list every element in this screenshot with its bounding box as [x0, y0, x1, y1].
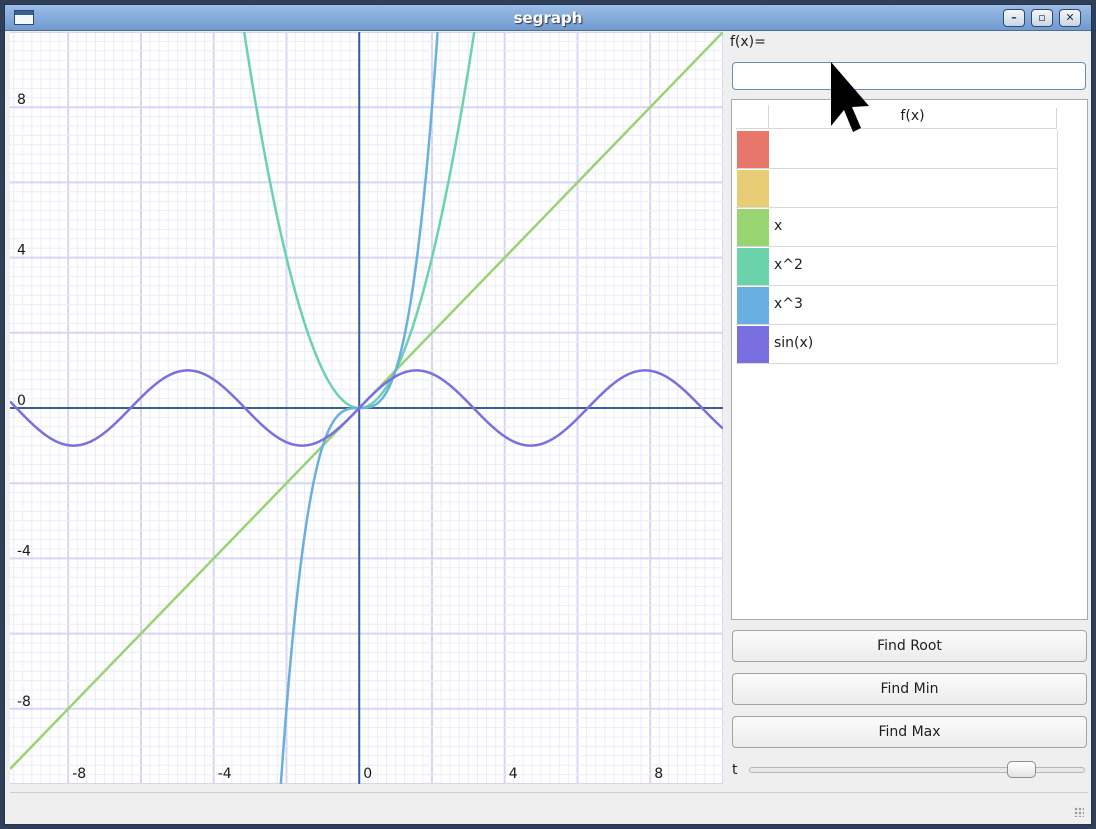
find-min-button[interactable]: Find Min [732, 673, 1087, 705]
maximize-button[interactable]: ▫ [1031, 9, 1053, 27]
fx-label: f(x)= [730, 34, 766, 50]
window-title: segraph [513, 9, 583, 27]
t-label: t [732, 762, 738, 778]
status-bar [10, 792, 1088, 820]
color-swatch[interactable] [737, 287, 769, 324]
column-header-fx[interactable]: f(x) [769, 108, 1057, 129]
table-row[interactable]: x^2 [736, 247, 1058, 286]
y-tick-label: 8 [17, 92, 26, 108]
function-expr: x^3 [774, 296, 803, 312]
title-bar[interactable]: segraph – ▫ ✕ [5, 5, 1091, 31]
x-tick-label: -8 [72, 766, 86, 782]
series-line [10, 369, 723, 447]
window-menu-icon[interactable] [14, 10, 34, 25]
graph-canvas[interactable]: -8 -4 0 4 8 8 4 0 -4 -8 [10, 32, 723, 784]
function-table[interactable]: f(x) x x^2 x^3 sin(x) [731, 99, 1088, 620]
table-row[interactable] [736, 169, 1058, 208]
function-expr: x^2 [774, 257, 803, 273]
plot-svg[interactable]: -8 -4 0 4 8 8 4 0 -4 -8 [10, 32, 723, 784]
y-tick-label: -8 [17, 694, 31, 710]
t-slider-track[interactable] [749, 767, 1085, 773]
y-tick-label: 0 [17, 393, 26, 409]
x-tick-label: 4 [509, 766, 518, 782]
resize-grip-icon[interactable] [1074, 807, 1084, 817]
table-row[interactable]: x^3 [736, 286, 1058, 325]
x-tick-label: -4 [218, 766, 232, 782]
color-swatch[interactable] [737, 209, 769, 246]
table-corner [736, 105, 769, 129]
function-expr: x [774, 218, 783, 234]
close-button[interactable]: ✕ [1059, 9, 1081, 27]
find-root-button[interactable]: Find Root [732, 630, 1087, 662]
table-row[interactable]: x [736, 208, 1058, 247]
y-tick-label: -4 [17, 543, 31, 559]
table-row[interactable]: sin(x) [736, 325, 1058, 364]
table-row[interactable] [736, 130, 1058, 169]
x-tick-label: 8 [654, 766, 663, 782]
app-window: segraph – ▫ ✕ -8 -4 0 4 8 8 4 0 -4 -8 f(x)= f(x) … [4, 4, 1092, 825]
table-header: f(x) [736, 105, 1057, 129]
color-swatch[interactable] [737, 326, 769, 363]
color-swatch[interactable] [737, 170, 769, 207]
fx-input[interactable] [732, 62, 1086, 90]
mouse-pointer-icon [831, 62, 869, 132]
color-swatch[interactable] [737, 131, 769, 168]
find-max-button[interactable]: Find Max [732, 716, 1087, 748]
x-tick-label: 0 [363, 766, 372, 782]
function-expr: sin(x) [774, 335, 814, 351]
y-tick-label: 4 [17, 243, 26, 259]
t-slider-handle[interactable] [1006, 761, 1036, 778]
color-swatch[interactable] [737, 248, 769, 285]
minimize-button[interactable]: – [1003, 9, 1025, 27]
